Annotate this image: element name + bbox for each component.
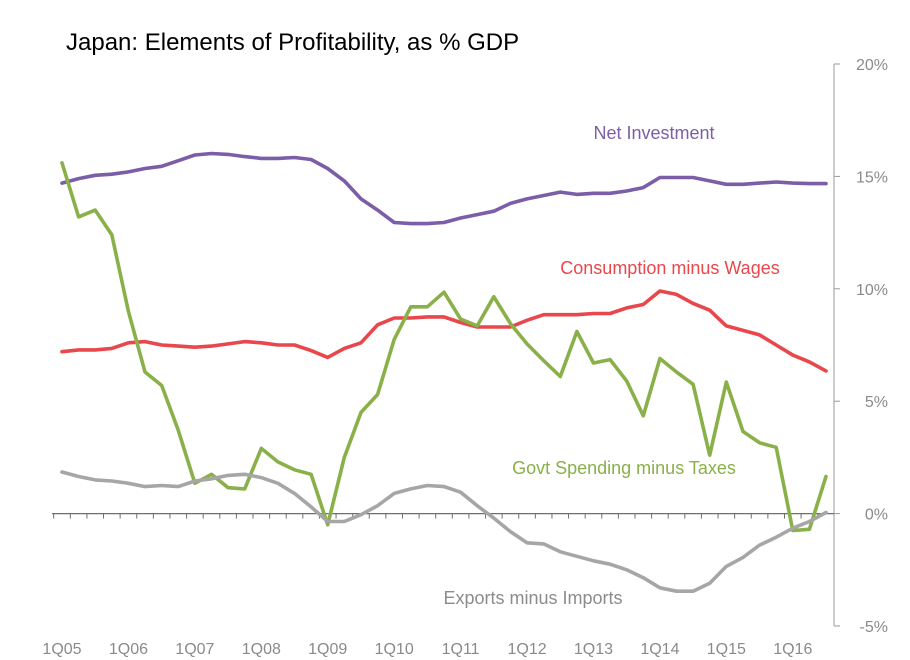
x-tick-label: 1Q12 (507, 641, 546, 658)
y-tick-label: 0% (865, 507, 888, 524)
series-line-govt-spending-minus-taxes (60, 161, 828, 533)
x-tick-label: 1Q16 (773, 641, 812, 658)
series-label-consumption-minus-wages: Consumption minus Wages (560, 258, 779, 278)
series-lines (60, 151, 828, 593)
x-tick-label: 1Q15 (707, 641, 746, 658)
series-line-net-investment (60, 151, 828, 226)
y-tick-label: 5% (865, 394, 888, 411)
x-tick-label: 1Q13 (574, 641, 613, 658)
y-tick-label: -5% (860, 619, 888, 636)
y-tick-label: 20% (856, 57, 888, 74)
y-axis-ticks: 20% 15% 10% 5% 0% -5% (834, 57, 888, 636)
series-line-consumption-minus-wages (60, 289, 828, 373)
chart-title: Japan: Elements of Profitability, as % G… (66, 29, 519, 56)
x-tick-label: 1Q10 (375, 641, 414, 658)
x-tick-label: 1Q06 (109, 641, 148, 658)
x-tick-label: 1Q05 (42, 641, 81, 658)
series-labels: Net Investment Consumption minus Wages Gov… (443, 123, 779, 608)
series-label-govt-spending-minus-taxes: Govt Spending minus Taxes (512, 458, 736, 478)
y-tick-label: 15% (856, 169, 888, 186)
x-tick-label: 1Q07 (175, 641, 214, 658)
series-label-exports-minus-imports: Exports minus Imports (443, 588, 622, 608)
y-tick-label: 10% (856, 282, 888, 299)
x-tick-label: 1Q11 (442, 641, 480, 658)
x-tick-label: 1Q09 (308, 641, 347, 658)
series-label-net-investment: Net Investment (593, 123, 714, 143)
x-tick-label: 1Q08 (242, 641, 281, 658)
x-axis-ticks: 1Q05 1Q06 1Q07 1Q08 1Q09 1Q10 1Q11 1Q12 1Q13 1Q14… (42, 513, 819, 658)
x-tick-label: 1Q14 (640, 641, 679, 658)
series-line-exports-minus-imports (60, 470, 828, 593)
